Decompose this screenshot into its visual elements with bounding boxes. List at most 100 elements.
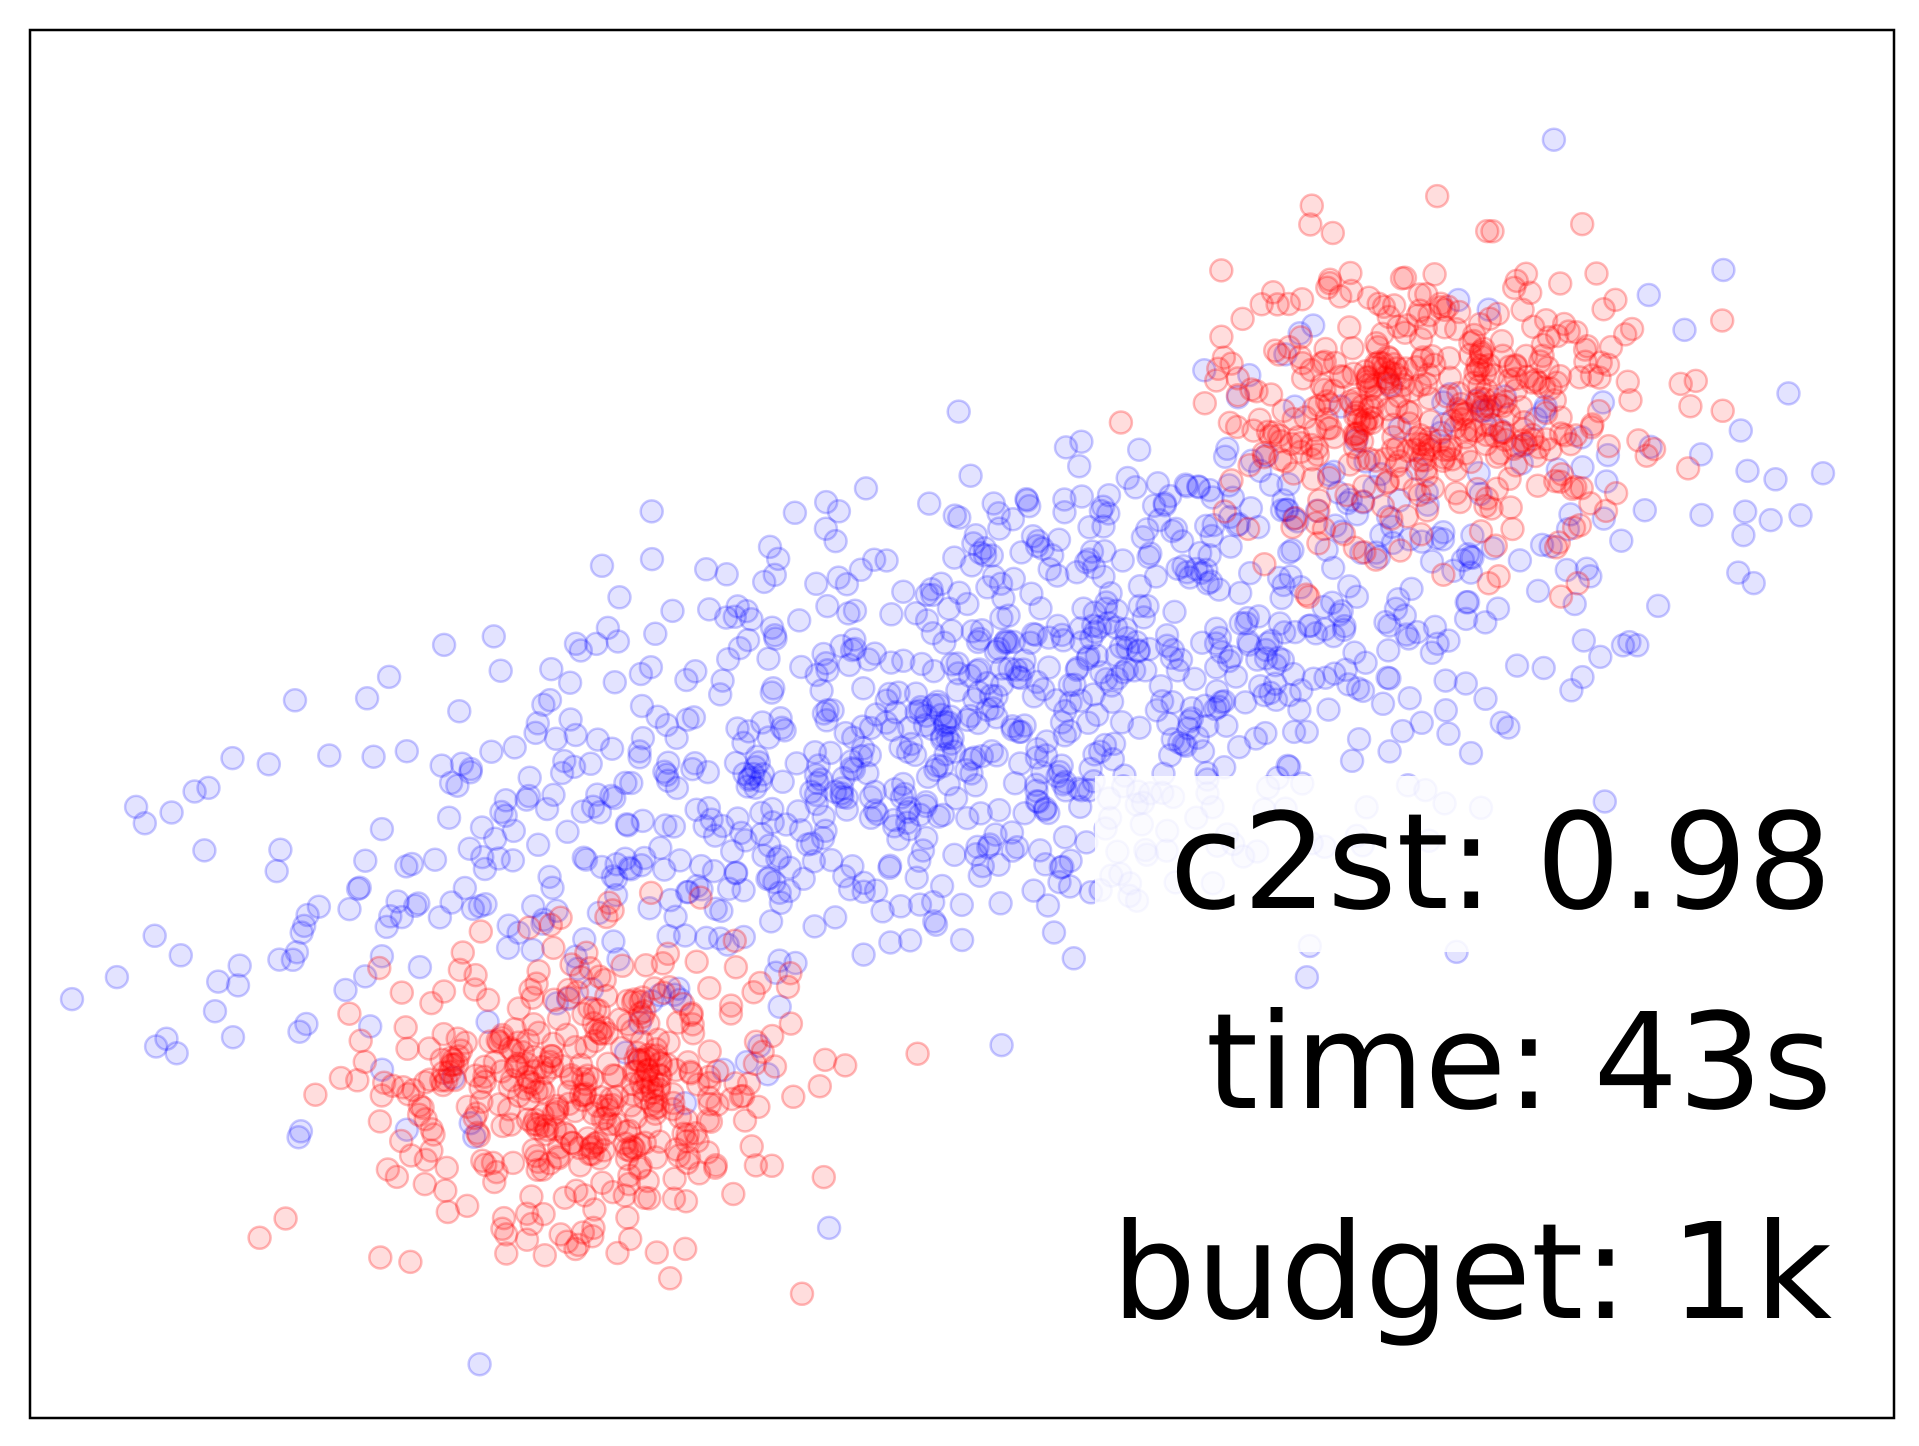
red-point [586,998,612,1023]
red-point [1709,308,1735,333]
blue-point [1104,666,1130,691]
blue-point [578,751,603,777]
red-point [588,1084,614,1110]
blue-point [907,892,933,917]
red-point [627,1156,652,1181]
red-point [1260,280,1286,305]
red-point [644,1088,669,1114]
blue-point [813,650,839,676]
blue-point [59,986,85,1012]
blue-point [1052,499,1077,525]
red-point [548,905,573,931]
blue-point [1088,498,1114,524]
blue-point [1590,390,1616,415]
red-point [665,1010,691,1035]
red-point [1548,584,1574,609]
blue-point [713,605,739,630]
blue-point [280,947,306,973]
blue-point [1525,578,1551,604]
blue-point [1375,665,1400,690]
blue-point [916,491,942,516]
red-point [1473,493,1498,519]
red-point [574,1034,599,1060]
red-point [1523,367,1548,393]
blue-point [895,810,920,835]
blue-point [629,852,654,878]
blue-point [1404,456,1430,482]
blue-point [449,751,475,777]
blue-point [602,785,627,811]
blue-point [1570,455,1595,480]
red-point [1474,422,1499,448]
red-point [626,1048,652,1074]
blue-point [1082,742,1107,767]
red-point [444,1051,470,1077]
red-point [1204,368,1229,393]
blue-point [1092,538,1117,564]
blue-point [1091,514,1116,539]
blue-point [406,891,431,916]
red-point [1288,325,1314,350]
blue-point [668,987,693,1012]
red-point [546,1135,572,1160]
red-point [1542,387,1568,413]
red-point [1249,291,1274,317]
red-point [1407,298,1433,323]
red-point [1473,412,1498,438]
blue-point [1377,666,1402,691]
red-point [1503,377,1529,403]
red-point [678,1002,704,1028]
blue-point [599,736,625,761]
blue-point [767,844,793,869]
blue-point [762,562,788,588]
blue-point [938,731,964,756]
blue-point [696,795,722,821]
blue-point [1312,617,1338,642]
blue-point [1245,647,1270,672]
red-point [647,1129,672,1154]
red-point [1417,385,1442,411]
blue-point [989,672,1015,697]
red-point [524,971,549,996]
red-point [647,1072,672,1098]
red-point [468,1075,493,1100]
red-point [514,1064,540,1090]
blue-point [1198,569,1224,594]
red-point [1350,394,1375,419]
red-point [1252,551,1277,577]
blue-point [1203,631,1229,656]
blue-point [1387,416,1412,441]
blue-point [747,1033,772,1059]
blue-point [563,631,589,657]
red-point [1334,482,1359,508]
blue-point [1189,630,1215,655]
red-point [1525,473,1551,498]
blue-point [1209,689,1234,715]
blue-point [1225,384,1251,410]
blue-point [1000,714,1025,739]
blue-point [1049,622,1075,648]
blue-point [767,880,792,905]
red-point [1352,540,1377,565]
blue-point [1062,672,1087,697]
red-point [656,1030,681,1055]
red-point [541,987,567,1013]
blue-point [256,751,282,777]
red-point [1407,373,1433,398]
red-point [578,955,603,981]
blue-point [643,621,668,647]
blue-point [1149,688,1175,714]
blue-point [1301,666,1326,691]
red-point [631,1077,656,1102]
blue-point [980,696,1006,721]
blue-point [955,805,980,831]
red-point [1389,266,1415,291]
blue-point [902,742,928,768]
red-point [514,1201,540,1226]
red-point [1489,328,1515,354]
red-point [1547,363,1573,389]
red-point [688,885,713,910]
red-point [590,1106,615,1132]
blue-point [1157,743,1183,768]
blue-point [601,929,626,954]
